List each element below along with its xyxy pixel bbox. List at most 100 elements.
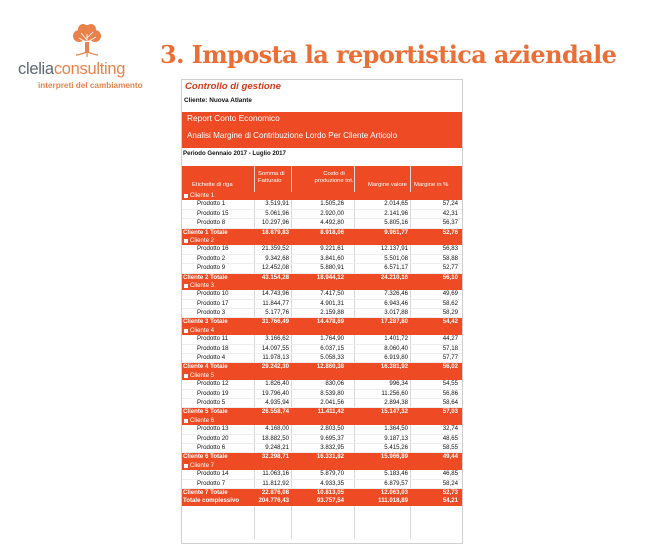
- total-label: Cliente 7 Totale: [183, 488, 228, 496]
- collapse-toggle-icon[interactable]: [184, 418, 188, 423]
- total-cell: 12.860,38: [316, 363, 344, 371]
- table-cell: 6.919,80: [384, 354, 408, 362]
- total-cell: 14.478,69: [316, 318, 344, 326]
- table-cell: 58,24: [442, 479, 458, 487]
- total-cell: 11.411,42: [317, 408, 344, 416]
- table-row: Prodotto 5 4.935,94 2.041,56 2.894,38 58,64: [182, 398, 462, 409]
- column-header-fatturato: Somma di Fatturato: [258, 171, 285, 184]
- group-row[interactable]: Cliente 4: [182, 326, 462, 336]
- total-cell: 18.944,12: [316, 273, 344, 281]
- table-cell: 19.796,40: [261, 389, 289, 397]
- total-cell: 22.876,08: [261, 488, 289, 496]
- table-cell: 5.058,33: [320, 354, 344, 362]
- product-label: Prodotto 13: [197, 425, 229, 433]
- table-cell: 5.183,46: [384, 470, 408, 478]
- table-cell: 3.017,88: [384, 309, 408, 317]
- total-cell: 8.918,06: [320, 228, 344, 236]
- group-total-row: Cliente 3 Totale 31.766,49 14.478,69 17.287…: [182, 318, 462, 327]
- group-row[interactable]: Cliente 6: [182, 416, 462, 426]
- column-divider: [410, 166, 411, 539]
- table-cell: 4.935,94: [265, 398, 289, 406]
- table-cell: 48,65: [442, 434, 458, 442]
- table-cell: 8.060,40: [384, 344, 408, 352]
- table-cell: 14.743,96: [261, 290, 289, 298]
- tree-logo-icon: [73, 24, 101, 57]
- group-row[interactable]: Cliente 3: [182, 281, 462, 291]
- table-cell: 6.879,57: [384, 479, 408, 487]
- table-cell: 10.297,96: [261, 219, 289, 227]
- table-row: Prodotto 14 11.063,16 5.879,70 5.183,46 46,8…: [182, 470, 462, 480]
- table-cell: 5.061,96: [265, 209, 289, 217]
- table-row: Prodotto 20 18.882,50 9.695,37 9.187,13 48,6…: [182, 435, 462, 444]
- total-cell: 43.154,28: [261, 273, 289, 281]
- table-cell: 57,18: [442, 344, 458, 352]
- group-total-row: Cliente 6 Totale 32.298,71 16.331,82 15.966…: [182, 453, 462, 462]
- group-total-row: Cliente 4 Totale 29.242,30 12.860,38 16.381…: [182, 363, 462, 372]
- column-header-label[interactable]: Etichette di riga: [192, 182, 233, 188]
- table-cell: 12.452,08: [261, 264, 289, 272]
- group-row[interactable]: Cliente 1: [182, 192, 462, 201]
- column-divider: [254, 166, 255, 539]
- product-label: Prodotto 6: [197, 443, 226, 451]
- table-cell: 12.137,91: [380, 245, 408, 253]
- table-cell: 4.933,35: [320, 479, 344, 487]
- total-label: Cliente 2 Totale: [183, 273, 228, 281]
- table-row: Prodotto 6 9.248,21 3.832,95 5.415,26 58,55: [182, 443, 462, 454]
- table-cell: 2.803,50: [320, 425, 344, 433]
- table-cell: 3.166,62: [265, 335, 289, 343]
- table-cell: 44,27: [442, 335, 458, 343]
- table-row: Prodotto 15 5.061,96 2.920,00 2.141,96 42,31: [182, 209, 462, 220]
- total-label: Cliente 4 Totale: [183, 363, 228, 371]
- product-label: Prodotto 16: [197, 245, 229, 253]
- table-cell: 56,86: [442, 389, 458, 397]
- table-cell: 1.505,26: [320, 200, 344, 208]
- collapse-toggle-icon[interactable]: [184, 194, 188, 198]
- total-cell: 18.879,83: [261, 228, 289, 236]
- collapse-toggle-icon[interactable]: [184, 238, 188, 243]
- table-cell: 6.571,17: [384, 264, 408, 272]
- total-label: Cliente 6 Totale: [183, 453, 228, 461]
- report-period: Periodo Gennaio 2017 - Luglio 2017: [183, 150, 286, 157]
- table-cell: 11.844,77: [262, 299, 289, 307]
- group-row[interactable]: Cliente 2: [182, 236, 462, 246]
- table-cell: 11.256,60: [381, 389, 408, 397]
- table-cell: 3.832,95: [320, 443, 344, 451]
- grand-total-row: Totale complessivo 204.776,43 93.757,54 111…: [182, 497, 462, 506]
- table-row: Prodotto 2 9.342,68 3.841,60 5.501,08 58,88: [182, 255, 462, 265]
- group-row[interactable]: Cliente 5: [182, 371, 462, 381]
- total-cell: 16.331,82: [316, 453, 344, 461]
- grand-total-cell: 204.776,43: [258, 497, 290, 505]
- table-cell: 8.539,80: [320, 389, 344, 397]
- table-cell: 5.177,76: [265, 309, 289, 317]
- table-cell: 4.492,80: [320, 219, 344, 227]
- total-cell: 31.766,49: [261, 318, 289, 326]
- collapse-toggle-icon[interactable]: [184, 283, 188, 288]
- group-row[interactable]: Cliente 7: [182, 461, 462, 471]
- table-cell: 2.894,38: [384, 398, 408, 406]
- total-label: Cliente 5 Totale: [183, 408, 228, 416]
- page-headline: 3. Imposta la reportistica aziendale: [160, 40, 617, 69]
- grand-total-cell: 93.757,54: [316, 497, 344, 505]
- total-label: Cliente 1 Totale: [183, 228, 228, 236]
- table-cell: 7.326,46: [384, 290, 408, 298]
- collapse-toggle-icon[interactable]: [184, 373, 188, 378]
- table-cell: 49,69: [442, 290, 458, 298]
- group-label: Cliente 7: [190, 461, 215, 469]
- total-cell: 15.966,89: [380, 453, 408, 461]
- column-header-margine-valore: Margine valore: [368, 182, 407, 188]
- collapse-toggle-icon[interactable]: [184, 463, 188, 468]
- table-cell: 11.063,16: [262, 470, 289, 478]
- table-cell: 2.920,00: [320, 209, 344, 217]
- table-cell: 1.401,72: [384, 335, 408, 343]
- total-cell: 56,02: [442, 363, 458, 371]
- table-cell: 2.041,56: [320, 398, 344, 406]
- product-label: Prodotto 14: [197, 470, 229, 478]
- total-cell: 24.210,16: [380, 273, 408, 281]
- table-cell: 5.879,70: [320, 470, 344, 478]
- column-header-margine-percent: Margine in %: [414, 182, 449, 188]
- grand-total-cell: 54,21: [442, 497, 458, 505]
- table-cell: 4.901,31: [320, 299, 344, 307]
- collapse-toggle-icon[interactable]: [184, 328, 188, 333]
- table-cell: 3.519,91: [265, 200, 289, 208]
- table-row: Prodotto 11 3.166,62 1.764,90 1.401,72 44,27: [182, 335, 462, 345]
